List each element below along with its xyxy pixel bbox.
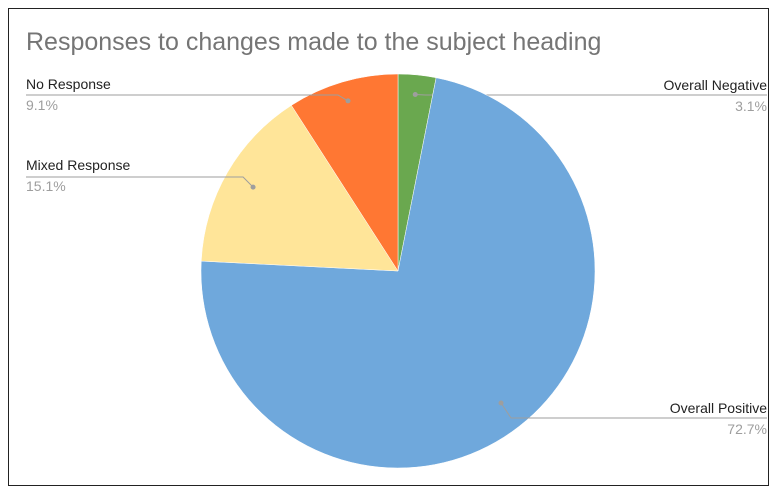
slice-percent: 15.1% bbox=[26, 178, 66, 194]
callout-line bbox=[26, 176, 254, 188]
pie-slice-mixed-response bbox=[200, 104, 399, 272]
slice-label: Overall Negative bbox=[664, 77, 768, 93]
slice-label: Mixed Response bbox=[26, 157, 130, 173]
slice-label: Overall Positive bbox=[670, 400, 767, 416]
slice-percent: 9.1% bbox=[26, 97, 58, 113]
callout-dot bbox=[412, 92, 418, 98]
callout-dot bbox=[250, 184, 256, 190]
chart-title: Responses to changes made to the subject… bbox=[26, 28, 602, 56]
slice-percent: 72.7% bbox=[727, 421, 767, 437]
slice-label: No Response bbox=[26, 76, 111, 92]
pie-slice-no-response bbox=[291, 73, 399, 272]
pie-slice-overall-positive bbox=[200, 77, 596, 469]
callout-dot bbox=[345, 98, 351, 104]
callout-line bbox=[500, 402, 767, 419]
callout-line bbox=[26, 94, 349, 102]
callout-dot bbox=[498, 400, 504, 406]
slice-percent: 3.1% bbox=[735, 98, 767, 114]
